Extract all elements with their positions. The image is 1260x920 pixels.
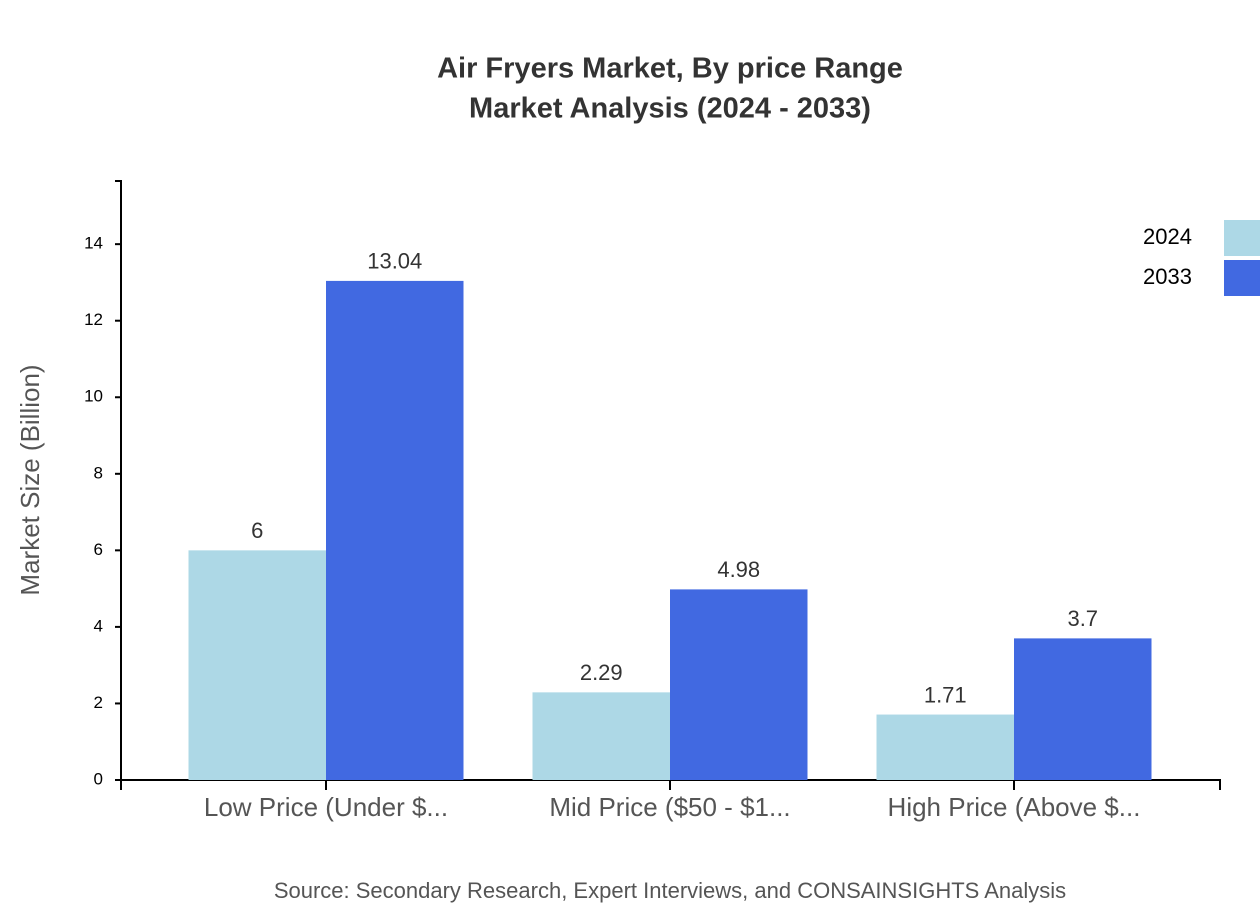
value-label: 4.98 bbox=[717, 557, 760, 582]
y-tick-label: 4 bbox=[94, 616, 103, 635]
legend-swatch bbox=[1224, 220, 1260, 256]
x-tick-label: Low Price (Under $... bbox=[204, 792, 448, 822]
bar bbox=[188, 550, 326, 780]
x-tick-label: Mid Price ($50 - $1... bbox=[549, 792, 790, 822]
y-tick-label: 14 bbox=[84, 234, 103, 253]
y-axis bbox=[115, 180, 122, 781]
value-label: 6 bbox=[251, 518, 263, 543]
bar bbox=[670, 589, 808, 780]
chart-title: Air Fryers Market, By price Range bbox=[437, 53, 903, 85]
y-axis-label: Market Size (Billion) bbox=[15, 364, 45, 595]
bar bbox=[326, 280, 464, 780]
y-tick-label: 8 bbox=[94, 463, 103, 482]
source-note: Source: Secondary Research, Expert Inter… bbox=[274, 878, 1066, 903]
bar bbox=[532, 692, 670, 780]
y-tick-label: 10 bbox=[84, 387, 103, 406]
value-label: 3.7 bbox=[1067, 606, 1098, 631]
legend-label: 2033 bbox=[1143, 264, 1192, 289]
bar bbox=[1014, 638, 1152, 780]
y-tick-label: 12 bbox=[84, 310, 103, 329]
value-label: 1.71 bbox=[924, 682, 967, 707]
value-label: 13.04 bbox=[367, 249, 422, 274]
chart-subtitle: Market Analysis (2024 - 2033) bbox=[469, 93, 871, 125]
y-tick-label: 0 bbox=[94, 769, 103, 788]
y-tick-label: 6 bbox=[94, 540, 103, 559]
value-label: 2.29 bbox=[580, 660, 623, 685]
legend-label: 2024 bbox=[1143, 224, 1192, 249]
bar bbox=[876, 714, 1014, 780]
x-tick-label: High Price (Above $... bbox=[888, 792, 1141, 822]
legend-swatch bbox=[1224, 260, 1260, 296]
y-tick-label: 2 bbox=[94, 693, 103, 712]
